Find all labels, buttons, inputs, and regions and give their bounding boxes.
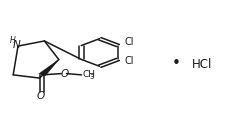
Text: Cl: Cl (124, 56, 133, 66)
Text: H: H (10, 36, 15, 45)
Text: Cl: Cl (124, 37, 133, 47)
Text: •: • (172, 56, 181, 72)
Text: O: O (61, 69, 69, 79)
Text: 3: 3 (89, 74, 94, 80)
Polygon shape (39, 60, 59, 76)
Text: N: N (12, 40, 20, 50)
Text: HCl: HCl (192, 57, 212, 71)
Text: O: O (37, 91, 45, 101)
Text: CH: CH (83, 70, 96, 79)
